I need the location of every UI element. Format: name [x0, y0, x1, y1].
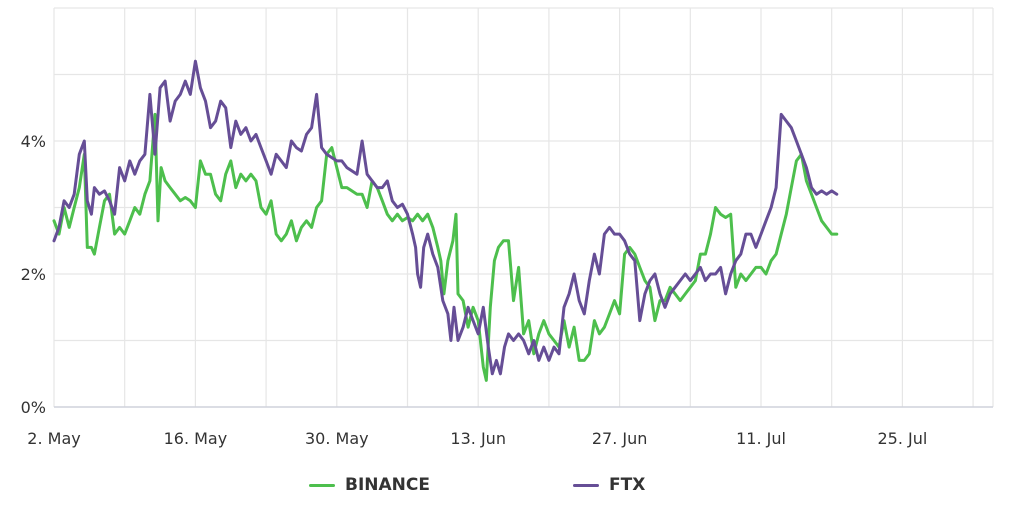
legend-label-binance: BINANCE — [345, 475, 430, 495]
legend-item-ftx[interactable]: FTX — [573, 472, 645, 498]
legend-swatch-ftx — [573, 483, 599, 487]
series-line-binance — [52, 112, 839, 382]
y-tick-label: 4% — [21, 132, 46, 151]
x-tick-label: 30. May — [305, 429, 369, 448]
x-tick-label: 27. Jun — [592, 429, 648, 448]
x-tick-label: 13. Jun — [450, 429, 506, 448]
legend-label-ftx: FTX — [609, 475, 646, 495]
series-line-ftx — [52, 59, 839, 376]
y-tick-label: 0% — [21, 398, 46, 417]
x-tick-label: 16. May — [164, 429, 228, 448]
x-tick-label: 25. Jul — [877, 429, 927, 448]
y-tick-label: 2% — [21, 265, 46, 284]
x-tick-label: 11. Jul — [736, 429, 786, 448]
grid-lines — [53, 7, 994, 407]
legend: BINANCE FTX — [0, 472, 1015, 498]
y-axis-tick-labels: 0% 2% 4% — [21, 132, 46, 417]
legend-item-binance[interactable]: BINANCE — [309, 472, 430, 498]
x-axis-tick-labels: 2. May 16. May 30. May 13. Jun 27. Jun 11. Ju… — [27, 429, 927, 448]
x-tick-label: 2. May — [27, 429, 80, 448]
legend-swatch-binance — [309, 483, 335, 487]
series-lines — [52, 59, 839, 382]
